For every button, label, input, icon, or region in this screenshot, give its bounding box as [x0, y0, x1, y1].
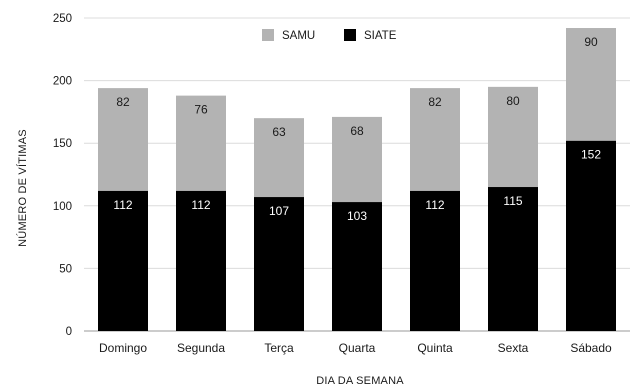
data-label-siate: 112: [425, 198, 444, 212]
bar-samu-sexta: [488, 86, 538, 188]
data-label-siate: 152: [581, 148, 601, 162]
data-label-siate: 107: [269, 204, 289, 218]
x-tick-label: Quinta: [417, 341, 453, 355]
legend-label-siate: SIATE: [364, 30, 397, 42]
data-label-samu: 76: [194, 103, 208, 117]
legend-label-samu: SAMU: [282, 30, 315, 42]
legend-swatch-siate: [344, 29, 356, 41]
bar-siate-domingo: [98, 190, 148, 331]
bar-siate-quinta: [410, 190, 460, 331]
x-tick-label: Quarta: [339, 341, 376, 355]
bar-siate-sexta: [488, 187, 538, 331]
data-label-siate: 112: [191, 198, 210, 212]
y-tick-label: 50: [59, 263, 72, 275]
bar-siate-terça: [254, 197, 304, 331]
bar-samu-segunda: [176, 95, 226, 191]
x-tick-label: Sexta: [498, 341, 529, 355]
legend: SAMU SIATE: [262, 29, 397, 42]
data-label-samu: 82: [428, 95, 442, 109]
data-label-samu: 68: [350, 124, 364, 138]
y-axis-title: NÚMERO DE VÍTIMAS: [16, 129, 29, 247]
y-tick-label: 250: [53, 13, 72, 25]
bar-siate-segunda: [176, 190, 226, 331]
bars: 112 82 112 76 107 63 103 68 112 82 115 80 152 90: [98, 28, 616, 331]
y-tick-label: 0: [66, 326, 72, 338]
bar-samu-quinta: [410, 88, 460, 191]
data-label-samu: 63: [272, 125, 286, 139]
y-tick-label: 150: [53, 138, 72, 150]
data-label-samu: 82: [116, 95, 130, 109]
bar-samu-quarta: [332, 116, 382, 203]
x-axis-title: DIA DA SEMANA: [316, 375, 404, 386]
data-label-siate: 103: [347, 209, 367, 223]
data-label-samu: 90: [584, 35, 598, 49]
bar-samu-terça: [254, 118, 304, 198]
y-tick-label: 100: [53, 201, 72, 213]
x-tick-label: Sábado: [570, 341, 612, 355]
legend-swatch-samu: [262, 29, 274, 41]
data-label-siate: 115: [503, 194, 522, 208]
y-axis: 0 50 100 150 200 250: [53, 13, 72, 338]
x-axis: Domingo Segunda Terça Quarta Quinta Sexta Sába…: [99, 341, 612, 355]
x-tick-label: Domingo: [99, 341, 147, 355]
data-label-samu: 80: [506, 94, 520, 108]
bar-siate-sábado: [566, 140, 616, 331]
bar-samu-sábado: [566, 28, 616, 141]
y-tick-label: 200: [53, 76, 72, 88]
bar-siate-quarta: [332, 202, 382, 331]
x-tick-label: Segunda: [177, 341, 225, 355]
x-tick-label: Terça: [264, 341, 294, 355]
data-label-siate: 112: [113, 198, 132, 212]
bar-samu-domingo: [98, 88, 148, 191]
